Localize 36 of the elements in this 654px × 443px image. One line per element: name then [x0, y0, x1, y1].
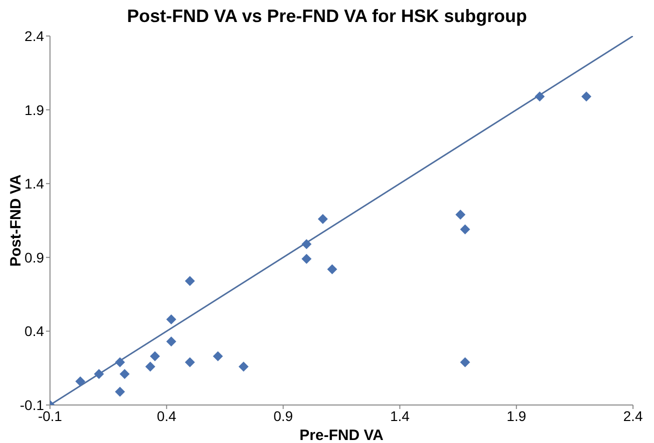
point	[75, 376, 86, 386]
point	[166, 314, 176, 324]
point	[318, 214, 328, 224]
y-tick-label: 2.4	[24, 28, 44, 44]
point	[302, 239, 312, 250]
y-tick-label: -0.1	[20, 396, 44, 413]
point	[150, 351, 160, 362]
x-tick-label: 0.4	[156, 408, 177, 424]
x-tick-label: 1.9	[506, 408, 526, 424]
point	[145, 362, 156, 372]
point	[184, 276, 195, 286]
point	[184, 357, 195, 368]
x-tick-label: 1.4	[390, 408, 410, 424]
y-tick-label: 1.9	[24, 102, 44, 118]
x-axis-title: Pre-FND VA	[300, 427, 384, 443]
x-tick-label: 0.9	[273, 408, 294, 424]
point	[302, 254, 312, 264]
y-tick-label: 0.9	[24, 249, 44, 266]
y-axis-title: Post-FND VA	[8, 174, 24, 267]
point	[166, 336, 176, 347]
point	[114, 386, 125, 397]
point	[581, 92, 592, 102]
y-tick-label: 0.4	[24, 323, 44, 340]
point	[460, 224, 470, 234]
y-tick-label: 1.4	[24, 176, 44, 192]
point	[120, 369, 130, 380]
chart-title: Post-FND VA vs Pre-FND VA for HSK subgroup	[126, 6, 528, 27]
point	[534, 92, 545, 102]
point	[460, 357, 470, 368]
point	[238, 362, 249, 372]
x-tick-label: 2.4	[623, 408, 643, 424]
point	[94, 369, 104, 380]
point	[455, 210, 466, 220]
point	[114, 357, 125, 368]
point	[327, 264, 338, 274]
point	[212, 351, 223, 362]
